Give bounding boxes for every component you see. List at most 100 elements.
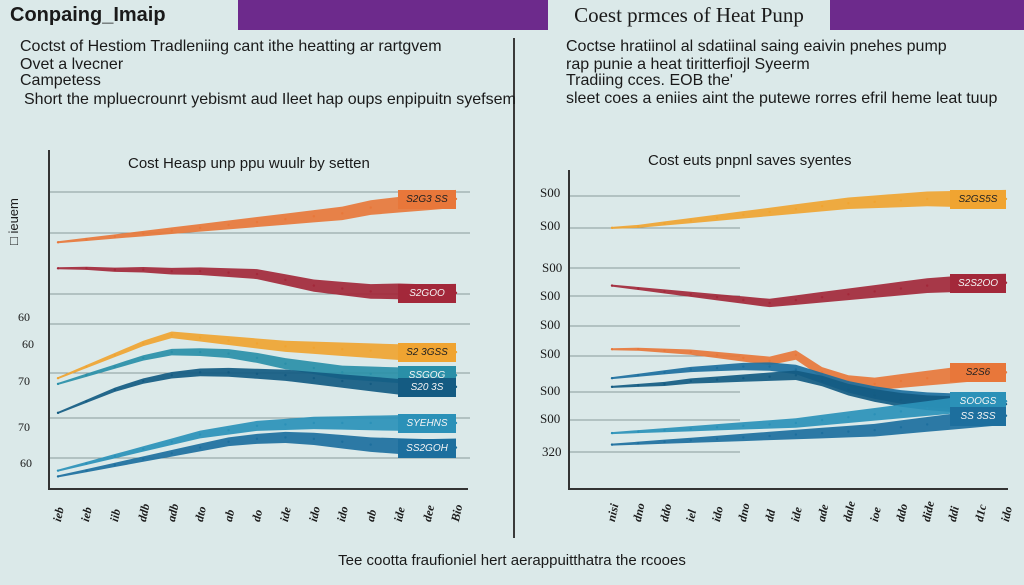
left-intro-line-3: Campetess (20, 72, 101, 89)
data-point (198, 446, 202, 449)
data-point (715, 353, 719, 357)
data-point (284, 217, 287, 221)
data-point (255, 220, 259, 224)
data-point (341, 348, 344, 351)
data-point (820, 204, 824, 208)
data-point (113, 353, 117, 357)
footer-caption: Tee cootta fraufioniel hert aerappuittha… (338, 552, 686, 569)
x-tick-label: ido (998, 504, 1015, 523)
data-point (610, 226, 614, 230)
right-y-tick: S00 (540, 346, 561, 361)
left-y-axis (48, 150, 50, 490)
data-point (847, 415, 850, 419)
right-y-tick: S00 (540, 218, 561, 233)
series-band-2 (58, 266, 456, 302)
data-point (820, 431, 824, 435)
data-point (794, 207, 798, 211)
right-intro-line-2: rap punie a heat tiritterfiojl Syeerm (566, 56, 810, 73)
data-point (85, 462, 88, 465)
data-point (794, 368, 798, 371)
right-y-axis (568, 170, 570, 490)
left-intro-line-2: Ovet a lvecner (20, 56, 124, 73)
data-point (768, 375, 771, 378)
data-point (768, 359, 771, 362)
data-point (85, 238, 88, 241)
data-point (715, 378, 719, 381)
data-point (820, 296, 824, 299)
data-point (873, 382, 876, 386)
data-point (255, 424, 259, 428)
data-point (369, 290, 372, 293)
data-point (56, 382, 60, 386)
data-point (689, 439, 692, 442)
data-point (689, 368, 692, 371)
x-tick-label: ioe (866, 505, 884, 523)
series-band-7 (612, 406, 1006, 446)
data-point (715, 426, 719, 429)
data-point (255, 272, 259, 276)
data-point (637, 287, 640, 290)
x-tick-label: ide (391, 505, 408, 523)
data-point (255, 437, 259, 441)
data-point (56, 267, 60, 270)
data-point (926, 284, 929, 287)
data-point (847, 430, 850, 433)
right-y-tick: S00 (540, 383, 561, 398)
data-point (899, 379, 903, 383)
data-point (198, 226, 202, 230)
data-point (689, 219, 692, 222)
data-point (227, 440, 230, 443)
data-point (768, 434, 771, 438)
x-tick-label: ddo (656, 502, 674, 523)
data-point (113, 463, 117, 467)
data-point (663, 428, 666, 432)
data-point (142, 268, 145, 271)
data-point (610, 385, 614, 389)
x-tick-label: ido (709, 504, 726, 523)
left-chart-title: Cost Heasp unp ppu wuulr by setten (128, 155, 370, 172)
data-point (142, 356, 145, 360)
series-label: S2GOO (398, 283, 456, 303)
series-label: S20 3S (398, 377, 456, 397)
data-point (56, 241, 60, 244)
x-tick-label: ido (305, 504, 323, 523)
data-point (742, 298, 745, 302)
series-label: S2G3 SS (398, 189, 456, 209)
series-label: S2S6 (950, 363, 1006, 383)
right-chart-title: Cost euts pnpnl saves syentes (648, 152, 852, 169)
series-band-5 (58, 367, 456, 414)
data-point (198, 350, 202, 354)
data-point (369, 421, 372, 425)
series-band-2 (612, 273, 1006, 308)
data-point (85, 469, 88, 472)
data-point (610, 376, 614, 380)
data-point (926, 407, 929, 410)
data-point (255, 342, 259, 345)
data-point (847, 293, 850, 296)
series-label: S2S2OO (950, 273, 1006, 293)
data-point (85, 365, 88, 368)
data-point (284, 278, 287, 282)
right-header-title: Coest prmces of Heat Punp (548, 0, 830, 30)
data-point (170, 269, 173, 273)
data-point (85, 267, 88, 270)
x-tick-label: dee (419, 503, 437, 523)
right-x-axis (568, 488, 1008, 490)
right-y-tick: S00 (540, 185, 561, 200)
data-point (227, 223, 230, 227)
data-point (227, 352, 230, 355)
right-y-tick: S00 (540, 317, 561, 332)
data-point (663, 222, 666, 225)
data-point (610, 348, 614, 351)
data-point (255, 372, 259, 376)
data-point (899, 410, 903, 413)
data-point (926, 376, 929, 380)
series-band-6 (58, 413, 456, 472)
data-point (142, 457, 145, 461)
left-y-tick: 70 (18, 374, 30, 388)
data-point (637, 441, 640, 445)
data-point (312, 215, 316, 218)
data-point (768, 301, 771, 305)
data-point (227, 339, 230, 342)
